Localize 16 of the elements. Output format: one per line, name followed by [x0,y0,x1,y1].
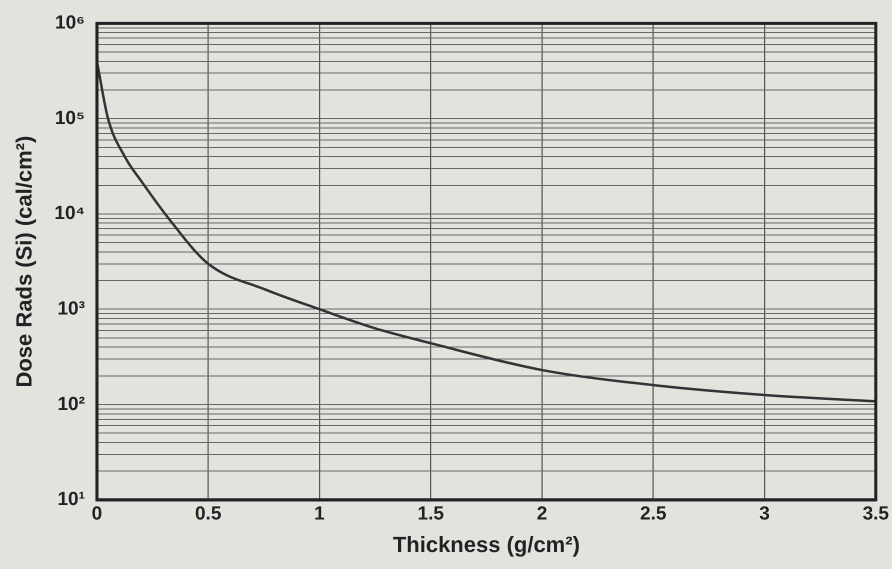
y-tick-label: 10¹ [57,489,85,510]
y-tick-label: 10² [57,394,85,415]
x-tick-label: 3.5 [862,503,890,524]
x-tick-label: 1 [314,503,326,524]
x-tick-label: 2.5 [640,503,667,524]
x-tick-label: 0.5 [194,503,222,524]
y-tick-label: 10³ [57,298,85,320]
y-tick-label: 10⁴ [54,203,85,224]
x-axis-title: Thickness (g/cm²) [392,532,580,557]
x-tick-label: 3 [759,503,770,524]
x-tick-label: 2 [536,503,548,524]
x-tick-label: 1.5 [418,503,444,524]
y-tick-label: 10⁶ [55,12,85,34]
y-axis-title: Dose Rads (Si) (cal/cm²) [11,136,36,388]
y-tick-label: 10⁵ [54,108,85,129]
x-tick-label: 0 [92,503,102,524]
